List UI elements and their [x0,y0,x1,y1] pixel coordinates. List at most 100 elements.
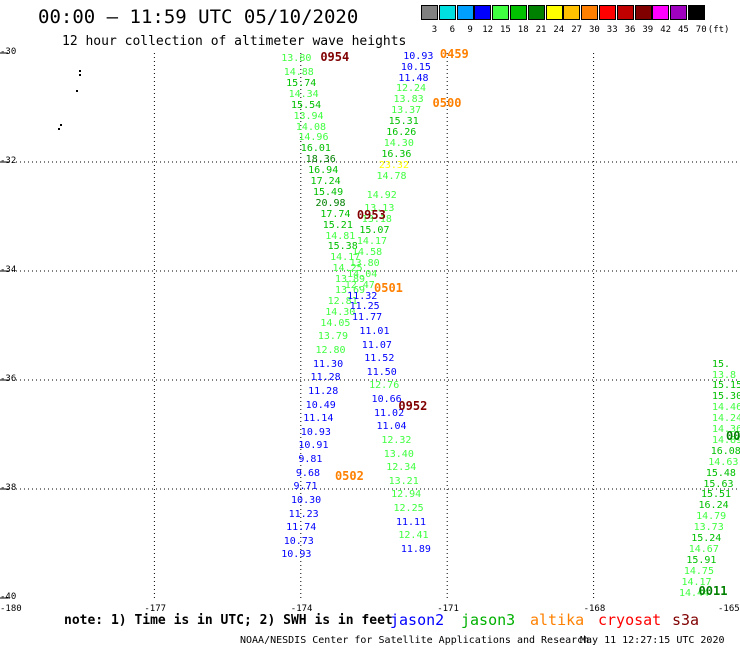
wave-height-value: 11.50 [366,366,397,378]
colorbar-swatch [563,5,581,20]
colorbar-swatch [474,5,492,20]
wave-height-value: 15.49 [313,186,344,198]
colorbar-label: 30 [589,25,600,35]
lon-label: -165 [718,604,740,614]
colorbar-swatch [438,5,456,20]
wave-height-value: 14.88 [283,67,314,79]
lat-label: -38 [0,483,17,493]
colorbar-swatch [652,5,670,20]
pass-time-label: 0952 [398,398,428,413]
lat-label: -30 [0,47,17,57]
wave-height-value: 12.94 [391,489,422,501]
wave-height-value: 10.91 [298,440,329,452]
wave-height-value: 13.80 [349,257,380,269]
wave-height-value: 13.13 [364,203,395,215]
wave-height-value: 11.28 [308,385,339,397]
wave-height-value: 20.98 [315,197,346,209]
colorbar-swatch [545,5,563,20]
wave-height-value: 11.48 [398,72,429,84]
wave-height-value: 14.24 [712,413,740,425]
wave-height-value: 23.32 [378,159,409,171]
wave-height-value: 14.30 [383,137,414,149]
wave-height-value: 11.77 [352,312,383,324]
footer-timestamp: May 11 12:27:15 UTC 2020 [580,635,725,646]
colorbar-label: 12 [482,25,494,35]
pass-time-label: 0011 [698,583,728,598]
wave-height-value: 16.36 [381,148,412,160]
wave-height-value: 14.44 [679,587,710,599]
wave-height-value: 14.36 [712,424,740,436]
wave-height-value: 15.91 [686,554,717,566]
colorbar-label: 9 [467,25,473,35]
wave-height-value: 9.68 [295,467,320,479]
wave-height-value: 14.34 [288,88,319,100]
wave-height-value: 14.25 [332,263,363,275]
wave-height-value: 14.17 [330,252,361,264]
wave-height-value: 11.11 [395,516,427,528]
wave-height-value: 14.75 [683,565,714,577]
colorbar-label: 21 [535,25,547,35]
wave-height-value: 16.01 [300,143,331,155]
wave-height-value: 15. [712,358,731,370]
colorbar-swatch [492,5,510,20]
colorbar-label: 45 [678,25,689,35]
colorbar-label: 18 [517,25,529,35]
wave-height-value: 11.23 [288,508,319,520]
wave-height-value: 15.07 [359,225,390,237]
wave-height-value: 18.36 [305,154,336,166]
colorbar-label: 39 [642,25,654,35]
wave-height-value: 13.80 [281,53,312,65]
footer-credit: NOAA/NESDIS Center for Satellite Applica… [240,635,590,646]
wave-height-value: 12.76 [369,380,400,392]
legend-jason2: jason2 [390,611,445,629]
wave-height-value: 14.63 [708,456,739,468]
island-speck [79,74,81,76]
wave-height-value: 9.81 [298,454,323,466]
wave-height-value: 13.83 [393,94,424,106]
legend-jason3: jason3 [461,611,516,629]
wave-height-value: 12.32 [381,434,412,446]
wave-height-value: 14.67 [688,543,719,555]
wave-height-value: 13.8 [712,369,737,381]
colorbar-label: 70 [695,25,707,35]
wave-height-value: 17.74 [320,208,351,220]
wave-height-value: 13.21 [388,475,419,487]
pass-time-label: 0502 [334,469,364,484]
legend-cryosat: cryosat [598,611,662,629]
wave-height-value: 17.24 [310,176,341,188]
wave-height-value: 10.93 [300,426,331,438]
wave-height-value: 11.30 [313,358,344,370]
legend-s3a: s3a [672,611,700,629]
wave-height-value: 11.01 [359,325,390,337]
colorbar-label: 3 [431,25,438,35]
pass-time-label: 0501 [374,281,403,296]
wave-height-value: 12.34 [386,462,417,474]
pass-time-label: 0953 [356,207,386,222]
wave-height-value: 16.24 [698,500,729,512]
lon-label: -168 [583,604,606,614]
wave-height-value: 14.08 [295,121,327,133]
wave-height-value: 15.51 [700,489,732,501]
wave-height-value: 13.89 [334,274,366,286]
wave-height-value: 11.07 [361,339,392,351]
wave-height-value: 10.49 [305,399,336,411]
wave-height-value: 15.31 [388,116,419,128]
colorbar-swatch [421,5,438,20]
wave-height-value: 12.41 [398,530,429,542]
wave-height-value: 10.73 [283,535,314,547]
colorbar-swatch [634,5,652,20]
wave-height-value: 13.94 [293,110,324,122]
pass-time-label: 0954 [320,49,350,64]
lat-label: -36 [0,374,17,384]
wave-height-value: 12.47 [344,279,375,291]
lon-label: -171 [437,604,459,614]
wave-height-value: 10.93 [403,50,434,62]
lon-label: -180 [0,604,22,614]
wave-height-value: 15.38 [327,241,358,253]
wave-height-value: 14.81 [325,230,356,242]
wave-height-value: 14.17 [356,236,388,248]
lat-label: -32 [0,156,17,166]
page-title: 00:00 – 11:59 UTC 05/10/2020 [38,6,359,28]
wave-height-value: 11.04 [376,421,407,433]
